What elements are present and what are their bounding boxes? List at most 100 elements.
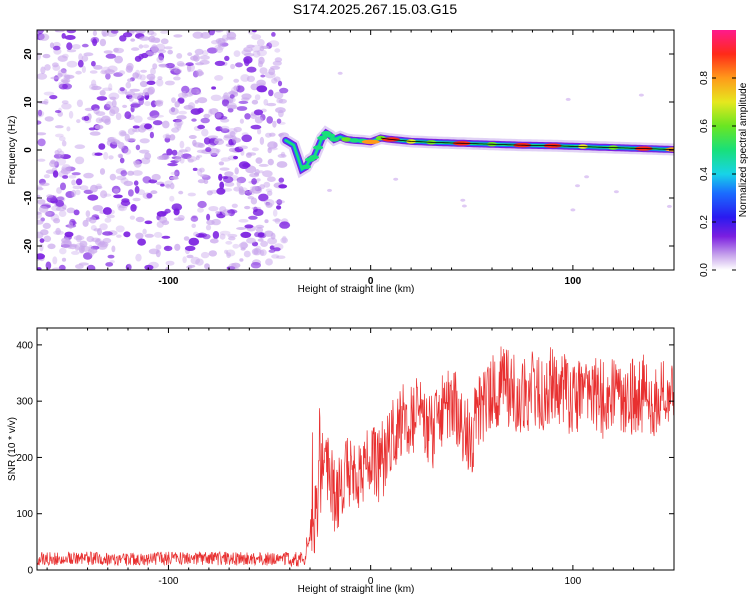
noise-blob [128, 96, 134, 102]
noise-blob [236, 106, 248, 111]
noise-blob [165, 184, 171, 189]
noise-blob [279, 221, 291, 229]
noise-blob [265, 202, 273, 208]
noise-blob [178, 190, 184, 195]
noise-blob [58, 264, 66, 270]
noise-blob [63, 74, 71, 81]
noise-blob [460, 198, 466, 202]
noise-blob [94, 152, 103, 156]
noise-blob [122, 104, 128, 108]
noise-blob [38, 205, 49, 213]
noise-blob [77, 59, 84, 68]
noise-blob [127, 78, 133, 83]
noise-blob [174, 101, 180, 108]
noise-blob [260, 45, 270, 49]
noise-blob [212, 231, 220, 239]
noise-blob [177, 214, 185, 221]
y-tick-label: 0 [23, 147, 34, 153]
x-tick-label: 0 [368, 576, 374, 587]
noise-blob [55, 200, 65, 207]
noise-blob [249, 173, 260, 178]
noise-blob [39, 238, 45, 243]
noise-blob [203, 113, 210, 119]
noise-blob [166, 148, 173, 156]
noise-blob [257, 128, 262, 135]
noise-blob [146, 193, 153, 199]
noise-blob [82, 219, 89, 227]
noise-blob [116, 175, 127, 181]
noise-blob [246, 66, 257, 73]
noise-blob [190, 88, 200, 94]
noise-blob [109, 96, 117, 101]
noise-blob [211, 86, 217, 90]
noise-blob [215, 126, 223, 132]
noise-blob [68, 175, 77, 179]
noise-blob [267, 237, 278, 245]
noise-blob [263, 181, 271, 188]
noise-blob [185, 62, 194, 67]
noise-blob [42, 222, 51, 229]
noise-blob [197, 107, 204, 114]
noise-blob [71, 179, 76, 186]
noise-blob [152, 63, 158, 70]
noise-blob [109, 173, 117, 181]
signal-peak [309, 155, 319, 160]
noise-blob [238, 161, 250, 170]
noise-blob [248, 215, 258, 220]
noise-blob [233, 126, 242, 133]
noise-blob [238, 219, 249, 223]
noise-blob [253, 109, 264, 116]
noise-blob [62, 175, 69, 179]
noise-blob [195, 155, 200, 161]
noise-blob [273, 76, 281, 82]
noise-blob [101, 30, 110, 37]
noise-blob [220, 125, 230, 131]
noise-blob [252, 50, 261, 58]
noise-blob [197, 232, 207, 238]
noise-blob [173, 68, 183, 74]
noise-blob [43, 174, 51, 179]
noise-blob [156, 49, 167, 54]
noise-blob [117, 153, 123, 158]
noise-blob [50, 76, 61, 80]
noise-blob [221, 34, 229, 42]
noise-blob [267, 176, 276, 182]
noise-blob [78, 245, 85, 253]
y-tick-label: 400 [16, 340, 33, 351]
noise-blob [104, 118, 111, 125]
noise-blob [179, 140, 185, 149]
noise-blob [99, 38, 107, 47]
noise-blob [133, 180, 139, 186]
noise-blob [337, 71, 343, 75]
noise-blob [89, 131, 101, 136]
noise-blob [209, 189, 218, 194]
noise-blob [276, 98, 284, 104]
noise-blob [197, 200, 207, 209]
noise-blob [584, 175, 590, 179]
noise-blob [134, 128, 141, 133]
noise-blob [127, 189, 134, 197]
noise-blob [102, 237, 112, 244]
noise-blob [274, 218, 281, 224]
noise-blob [229, 94, 235, 99]
noise-blob [276, 161, 288, 168]
noise-blob [187, 52, 193, 57]
noise-blob [66, 42, 73, 50]
noise-blob [244, 205, 251, 210]
noise-blob [194, 100, 199, 104]
noise-blob [89, 83, 98, 91]
noise-blob [54, 30, 59, 33]
noise-blob [223, 92, 230, 100]
noise-blob [150, 67, 156, 75]
noise-blob [174, 169, 180, 177]
noise-blob [268, 40, 280, 48]
noise-blob [277, 80, 283, 87]
noise-blob [150, 32, 157, 37]
noise-blob [228, 263, 237, 270]
noise-blob [153, 114, 164, 118]
noise-blob [269, 245, 275, 250]
noise-blob [215, 210, 221, 215]
noise-blob [254, 116, 263, 124]
noise-blob [161, 220, 170, 226]
noise-blob [225, 36, 237, 41]
